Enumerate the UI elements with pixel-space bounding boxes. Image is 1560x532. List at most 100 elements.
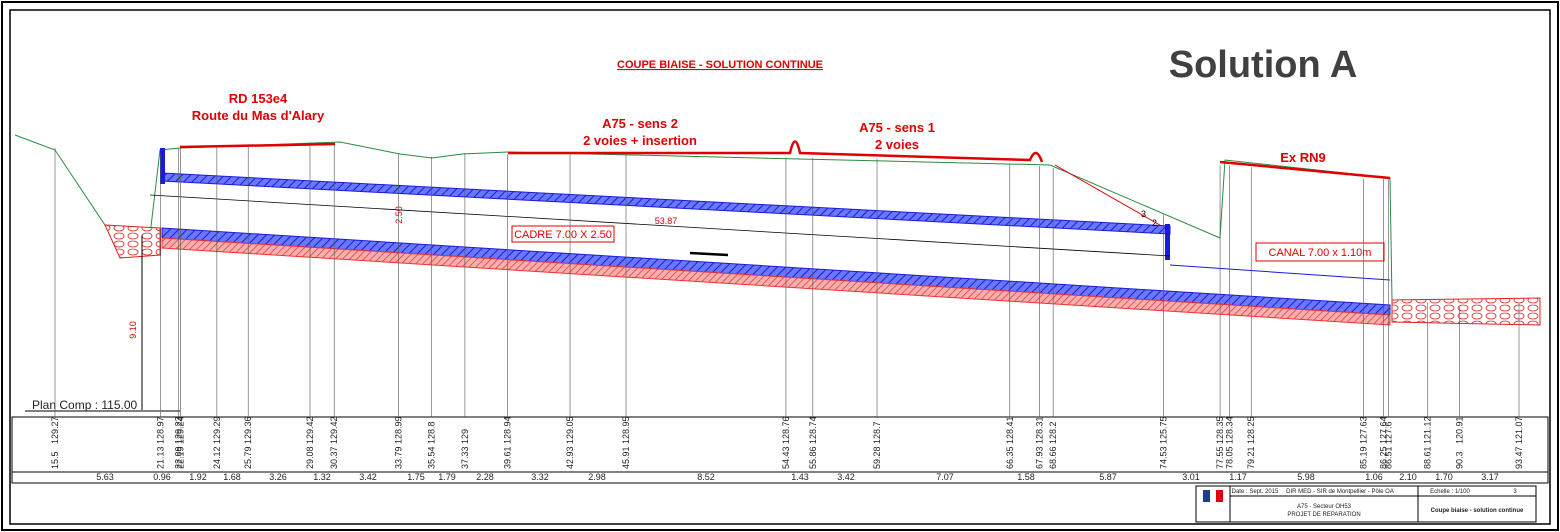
- length-dim: 53.87: [655, 216, 678, 226]
- segment-length: 3.42: [837, 472, 855, 482]
- segment-length: 1.79: [438, 472, 456, 482]
- road-name: A75 - sens 2: [602, 116, 678, 131]
- cartouche-date: Date : Sept. 2015: [1232, 489, 1279, 495]
- segment-length: 3.32: [531, 472, 549, 482]
- station-altitude: 128.7: [872, 421, 882, 444]
- road-detail: 2 voies + insertion: [583, 133, 697, 148]
- road-detail: 2 voies: [875, 137, 919, 152]
- title: COUPE BIAISE - SOLUTION CONTINUE: [617, 59, 823, 71]
- station-distance: 85.19: [1359, 446, 1369, 469]
- station-altitude: 129.42: [329, 416, 339, 444]
- station-altitude: 128.8: [426, 421, 436, 444]
- station-altitude: 129.29: [212, 416, 222, 444]
- canal-label: CANAL 7.00 x 1.10m: [1269, 247, 1372, 259]
- solution-label: Solution A: [1169, 44, 1358, 86]
- station-altitude: 128.94: [503, 416, 513, 444]
- depth-dim: 9.10: [128, 321, 138, 339]
- station-altitude: 128.97: [156, 416, 166, 444]
- station-distance: 78.05: [1224, 446, 1234, 469]
- segment-length: 1.06: [1365, 472, 1383, 482]
- station-distance: 59.28: [872, 446, 882, 469]
- cartouche: Date : Sept. 2015 DIR MED - SIR de Montp…: [1196, 486, 1536, 522]
- segment-length: 3.17: [1481, 472, 1499, 482]
- cartouche-scale: Echelle : 1/100: [1430, 489, 1470, 495]
- station-altitude: 128.99: [393, 416, 403, 444]
- segment-length: 3.01: [1182, 472, 1200, 482]
- segment-length: 3.26: [269, 472, 287, 482]
- station-distance: 90.3: [1454, 451, 1464, 469]
- station-altitude: 128.41: [1005, 416, 1015, 444]
- station-altitude: 128.34: [1224, 416, 1234, 444]
- segment-length: 1.70: [1435, 472, 1453, 482]
- station-distance: 21.13: [156, 446, 166, 469]
- segment-length: 1.32: [313, 472, 331, 482]
- cartouche-office: DIR MED - SIR de Montpellier - Pôle OA: [1286, 489, 1394, 495]
- segment-length: 3.42: [359, 472, 377, 482]
- station-altitude: 129.36: [243, 416, 253, 444]
- station-altitude: 120.91: [1454, 416, 1464, 444]
- road-name: Ex RN9: [1280, 150, 1326, 165]
- station-distance: 37.33: [460, 446, 470, 469]
- station-altitude: 128.76: [781, 416, 791, 444]
- station-distance: 66.35: [1005, 446, 1015, 469]
- station-distance: 79.21: [1246, 446, 1256, 469]
- segment-length: 2.10: [1399, 472, 1417, 482]
- cadre-label: CADRE 7.00 X 2.50: [514, 229, 612, 241]
- station-distance: 68.66: [1048, 446, 1058, 469]
- station-altitude: 128.31: [1034, 416, 1044, 444]
- station-altitude: 127.63: [1359, 416, 1369, 444]
- station-altitude: 129.27: [50, 416, 60, 444]
- height-dim: 2.50: [394, 206, 404, 224]
- station-altitude: 128.25: [1246, 416, 1256, 444]
- station-distance: 86.51: [1383, 446, 1393, 469]
- slope-ratio: 3: [1141, 209, 1146, 219]
- road-name: RD 153e4: [229, 91, 288, 106]
- cartouche-project: PROJET DE REPARATION: [1287, 512, 1360, 518]
- station-distance: 15.5: [50, 451, 60, 469]
- drawing: COUPE BIAISE - SOLUTION CONTINUE Solutio…: [0, 0, 1560, 532]
- segment-length: 1.58: [1017, 472, 1035, 482]
- station-altitude: 125.75: [1158, 416, 1168, 444]
- logo: [1216, 490, 1223, 502]
- station-distance: 24.12: [212, 446, 222, 469]
- station-distance: 74.53: [1158, 446, 1168, 469]
- segment-length: 0.96: [153, 472, 171, 482]
- rock: [1392, 298, 1540, 325]
- segment-length: 1.43: [791, 472, 809, 482]
- station-altitude: 129.24: [176, 416, 186, 444]
- station-altitude: 129: [460, 429, 470, 444]
- station-altitude: 128.95: [621, 416, 631, 444]
- station-distance: 88.61: [1423, 446, 1433, 469]
- station-distance: 35.54: [426, 446, 436, 469]
- segment-length: 1.17: [1229, 472, 1247, 482]
- segment-length: 5.98: [1297, 472, 1315, 482]
- station-distance: 39.61: [503, 446, 513, 469]
- reference-plane: Plan Comp : 115.00: [32, 398, 138, 412]
- segment-length: 7.07: [936, 472, 954, 482]
- station-distance: 54.43: [781, 446, 791, 469]
- wall: [1165, 224, 1170, 260]
- segment-length: 1.92: [189, 472, 207, 482]
- station-distance: 55.86: [808, 446, 818, 469]
- station-distance: 42.93: [565, 446, 575, 469]
- station-altitude: 128.2: [1048, 421, 1058, 444]
- segment-length: 8.52: [697, 472, 715, 482]
- station-distance: 67.93: [1034, 446, 1044, 469]
- station-distance: 22.19: [176, 446, 186, 469]
- station-distance: 93.47: [1514, 446, 1524, 469]
- road-name: A75 - sens 1: [859, 120, 935, 135]
- logo: [1210, 490, 1217, 502]
- station-distance: 33.79: [393, 446, 403, 469]
- station-distance: 25.79: [243, 446, 253, 469]
- segment-length: 1.75: [407, 472, 425, 482]
- station-distance: 29.08: [305, 446, 315, 469]
- segment-length: 1.68: [223, 472, 241, 482]
- station-altitude: 127.6: [1383, 421, 1393, 444]
- segment-length: 5.87: [1099, 472, 1117, 482]
- station-altitude: 129.42: [305, 416, 315, 444]
- station-distance: 30.37: [329, 446, 339, 469]
- station-altitude: 129.05: [565, 416, 575, 444]
- slope-ratio: 2: [1152, 218, 1157, 228]
- road-detail: Route du Mas d'Alary: [192, 108, 325, 123]
- segment-length: 2.98: [588, 472, 606, 482]
